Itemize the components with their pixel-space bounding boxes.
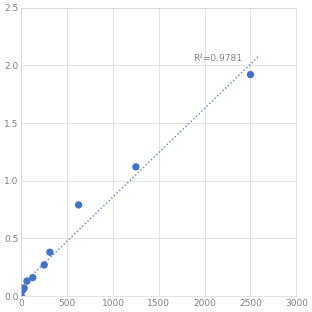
Point (47, 250, 52, 255)
Point (20, 288, 25, 293)
Point (134, 164, 139, 169)
Point (22, 285, 27, 290)
Point (42, 262, 47, 267)
Point (248, 72, 253, 77)
Point (19, 294, 24, 299)
Point (30, 275, 35, 280)
Point (25, 279, 30, 284)
Text: R²=0.9781: R²=0.9781 (193, 54, 242, 63)
Point (76, 202, 81, 207)
